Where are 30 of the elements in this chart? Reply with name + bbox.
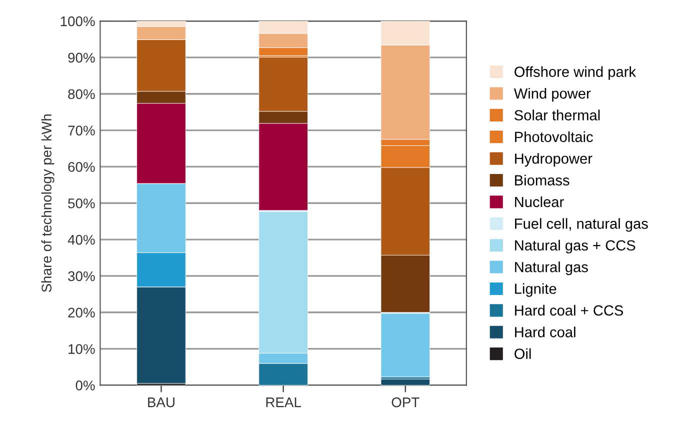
x-tick-label: BAU	[148, 398, 174, 408]
legend-label: Lignite	[515, 283, 556, 297]
y-tick-label: 100%	[60, 16, 95, 26]
legend-label: Oil	[514, 348, 531, 360]
legend-label: Offshore wind park	[514, 66, 636, 80]
y-tick-label: 30%	[68, 271, 95, 282]
legend-label: Hard coal	[515, 326, 576, 338]
legend-label: Biomass	[515, 174, 570, 186]
legend-label: Hydropower	[515, 153, 592, 167]
y-tick-label: 80%	[68, 89, 95, 100]
y-tick-label: 20%	[68, 308, 95, 318]
y-tick-label: 50%	[68, 198, 95, 208]
legend-label: Natural gas	[515, 262, 588, 276]
x-tick-label: OPT	[392, 397, 420, 408]
y-axis-title: Share of technology per kWh	[41, 114, 54, 292]
y-tick-label: 0%	[76, 380, 95, 390]
legend-label: Hard coal + CCS	[515, 304, 624, 316]
y-tick-label: 70%	[68, 126, 95, 136]
y-tick-label: 40%	[68, 234, 95, 245]
legend-label: Fuel cell, natural gas	[515, 218, 648, 232]
legend-label: Wind power	[514, 88, 591, 102]
legend-label: Photovoltaic	[515, 131, 593, 142]
legend-label: Natural gas + CCS	[515, 240, 636, 254]
legend-label: Nuclear	[515, 196, 564, 208]
y-tick-label: 90%	[68, 52, 95, 63]
legend-label: Solar thermal	[514, 110, 600, 120]
y-tick-label: 10%	[68, 344, 95, 354]
y-tick-label: 60%	[68, 162, 95, 172]
bar	[380, 378, 430, 386]
x-tick-label: REAL	[266, 398, 301, 408]
